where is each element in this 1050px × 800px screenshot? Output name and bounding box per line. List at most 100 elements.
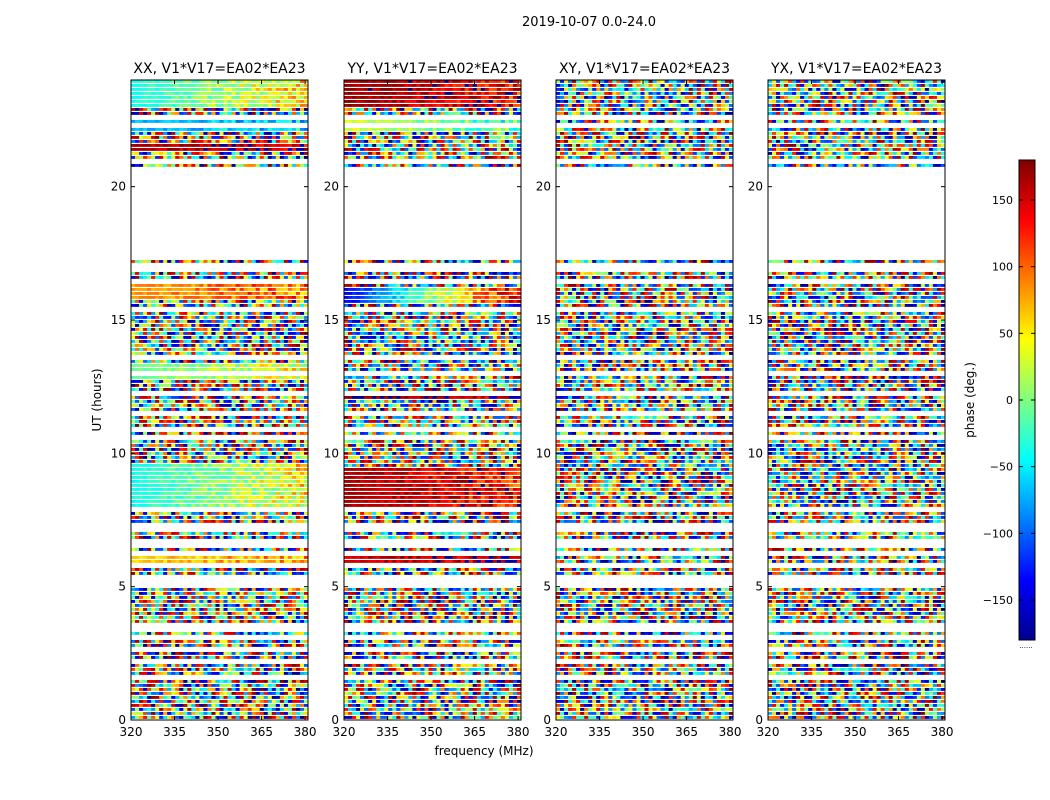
heatmap-cell bbox=[240, 312, 244, 315]
heatmap-cell bbox=[300, 600, 304, 603]
heatmap-cell bbox=[296, 320, 300, 323]
heatmap-cell bbox=[171, 420, 175, 423]
heatmap-cell bbox=[240, 288, 244, 291]
heatmap-cell bbox=[171, 136, 175, 139]
heatmap-cell bbox=[199, 664, 203, 667]
heatmap-cell bbox=[220, 504, 224, 507]
heatmap-cell bbox=[135, 128, 139, 131]
heatmap-cell bbox=[143, 304, 147, 307]
heatmap-cell bbox=[264, 644, 268, 647]
heatmap-cell bbox=[264, 444, 268, 447]
heatmap-cell bbox=[268, 136, 272, 139]
heatmap-cell bbox=[252, 672, 256, 675]
heatmap-cell bbox=[143, 608, 147, 611]
heatmap-cell bbox=[183, 348, 187, 351]
heatmap-cell bbox=[280, 568, 284, 571]
heatmap-cell bbox=[384, 92, 388, 95]
heatmap-cell bbox=[203, 500, 207, 503]
heatmap-cell bbox=[256, 360, 260, 363]
heatmap-cell bbox=[260, 616, 264, 619]
heatmap-cell bbox=[276, 120, 280, 123]
heatmap-cell bbox=[296, 348, 300, 351]
heatmap-cell bbox=[268, 672, 272, 675]
heatmap-cell bbox=[240, 644, 244, 647]
heatmap-cell bbox=[159, 324, 163, 327]
heatmap-cell bbox=[139, 464, 143, 467]
heatmap-cell bbox=[284, 128, 288, 131]
heatmap-cell bbox=[167, 548, 171, 551]
heatmap-cell bbox=[155, 276, 159, 279]
heatmap-cell bbox=[147, 296, 151, 299]
heatmap-cell bbox=[175, 668, 179, 671]
heatmap-cell bbox=[232, 148, 236, 151]
heatmap-cell bbox=[151, 608, 155, 611]
panel-title: XX, V1*V17=EA02*EA23 bbox=[133, 61, 305, 77]
heatmap-cell bbox=[163, 708, 167, 711]
heatmap-cell bbox=[292, 604, 296, 607]
heatmap-cell bbox=[179, 260, 183, 263]
heatmap-cell bbox=[224, 536, 228, 539]
heatmap-cell bbox=[199, 492, 203, 495]
heatmap-cell bbox=[280, 120, 284, 123]
heatmap-cell bbox=[268, 344, 272, 347]
heatmap-cell bbox=[284, 548, 288, 551]
heatmap-cell bbox=[240, 320, 244, 323]
heatmap-cell bbox=[228, 348, 232, 351]
heatmap-cell bbox=[404, 92, 408, 95]
heatmap-cell bbox=[135, 344, 139, 347]
heatmap-cell bbox=[171, 324, 175, 327]
heatmap-cell bbox=[163, 84, 167, 87]
heatmap-cell bbox=[151, 432, 155, 435]
heatmap-cell bbox=[155, 484, 159, 487]
heatmap-cell bbox=[288, 520, 292, 523]
heatmap-cell bbox=[163, 272, 167, 275]
heatmap-cell bbox=[236, 128, 240, 131]
heatmap-cell bbox=[147, 276, 151, 279]
heatmap-cell bbox=[256, 144, 260, 147]
heatmap-cell bbox=[139, 388, 143, 391]
heatmap-cell bbox=[143, 164, 147, 167]
heatmap-cell bbox=[139, 500, 143, 503]
heatmap-cell bbox=[191, 148, 195, 151]
heatmap-cell bbox=[224, 92, 228, 95]
heatmap-cell bbox=[252, 504, 256, 507]
heatmap-cell bbox=[159, 556, 163, 559]
heatmap-cell bbox=[139, 360, 143, 363]
heatmap-cell bbox=[288, 688, 292, 691]
heatmap-cell bbox=[284, 672, 288, 675]
heatmap-cell bbox=[284, 108, 288, 111]
heatmap-cell bbox=[240, 496, 244, 499]
heatmap-cell bbox=[272, 420, 276, 423]
heatmap-cell bbox=[151, 484, 155, 487]
heatmap-cell bbox=[167, 104, 171, 107]
heatmap-cell bbox=[191, 716, 195, 719]
heatmap-cell bbox=[501, 84, 505, 87]
heatmap-cell bbox=[203, 368, 207, 371]
heatmap-cell bbox=[147, 468, 151, 471]
heatmap-cell bbox=[215, 444, 219, 447]
heatmap-cell bbox=[195, 680, 199, 683]
heatmap-cell bbox=[191, 108, 195, 111]
heatmap-cell bbox=[244, 488, 248, 491]
heatmap-cell bbox=[296, 504, 300, 507]
heatmap-cell bbox=[159, 644, 163, 647]
heatmap-cell bbox=[268, 324, 272, 327]
heatmap-cell bbox=[280, 112, 284, 115]
heatmap-cell bbox=[272, 452, 276, 455]
heatmap-cell bbox=[203, 364, 207, 367]
heatmap-cell bbox=[256, 464, 260, 467]
heatmap-cell bbox=[211, 360, 215, 363]
heatmap-cell bbox=[248, 652, 252, 655]
heatmap-cell bbox=[300, 400, 304, 403]
heatmap-cell bbox=[292, 332, 296, 335]
heatmap-cell bbox=[135, 688, 139, 691]
heatmap-cell bbox=[260, 704, 264, 707]
heatmap-cell bbox=[163, 144, 167, 147]
heatmap-cell bbox=[292, 592, 296, 595]
heatmap-cell bbox=[236, 332, 240, 335]
heatmap-cell bbox=[280, 708, 284, 711]
heatmap-cell bbox=[252, 404, 256, 407]
heatmap-cell bbox=[155, 696, 159, 699]
heatmap-cell bbox=[236, 148, 240, 151]
heatmap-cell bbox=[139, 652, 143, 655]
